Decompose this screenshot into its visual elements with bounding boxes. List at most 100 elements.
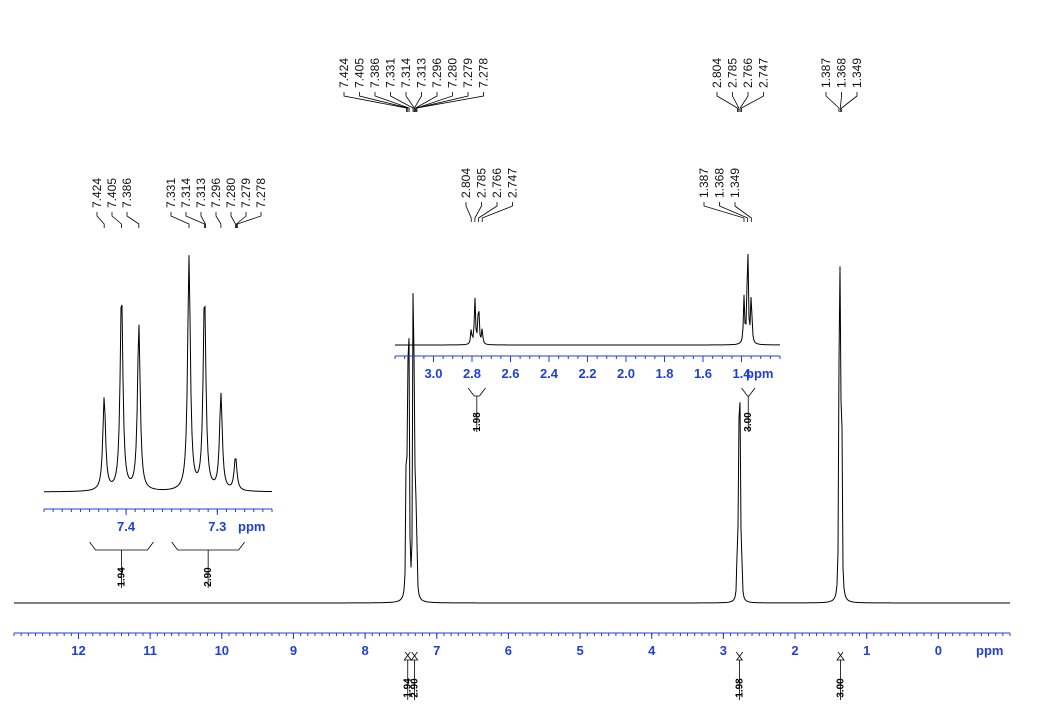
inset-aromatic-integral-bracket-1 bbox=[171, 541, 245, 588]
main-axis-unit: ppm bbox=[976, 643, 1003, 658]
main-quartet-peak-label-2: 2.766 bbox=[741, 58, 755, 88]
inset-aromatic-peak-connector-1 bbox=[111, 212, 122, 228]
main-triplet-peak-label-1: 1.368 bbox=[835, 58, 849, 88]
main-tick-label-3: 9 bbox=[290, 643, 297, 658]
main-integral-bracket-0 bbox=[403, 651, 413, 700]
main-tick-label-10: 2 bbox=[791, 643, 798, 658]
inset-aromatic-peak-label-7: 7.280 bbox=[224, 178, 238, 208]
main-tick-label-1: 11 bbox=[143, 643, 157, 658]
inset-aromatic-peak-label-5: 7.313 bbox=[194, 178, 208, 208]
inset-aromatic-peak-connector-0 bbox=[96, 212, 105, 228]
main-integral-value-0: 1.94 bbox=[403, 678, 414, 698]
main-aromatic-peak-label-8: 7.279 bbox=[461, 58, 475, 88]
inset-aliphatic-integral-bracket-0 bbox=[467, 387, 486, 432]
inset-aromatic-peak-connector-9 bbox=[236, 212, 262, 228]
main-aromatic-peak-label-0: 7.424 bbox=[337, 58, 351, 88]
inset-aliphatic-tick-label-2: 2.6 bbox=[501, 366, 519, 381]
main-quartet-peak-connector-3 bbox=[741, 92, 764, 112]
main-tick-label-11: 1 bbox=[863, 643, 870, 658]
main-aromatic-peak-connector-3 bbox=[390, 92, 414, 112]
inset-aromatic-peak-label-6: 7.296 bbox=[209, 178, 223, 208]
main-aromatic-peak-connector-2 bbox=[374, 92, 410, 112]
main-tick-label-2: 10 bbox=[215, 643, 229, 658]
inset-aromatic-peak-label-4: 7.314 bbox=[179, 178, 193, 208]
main-quartet-peak-label-3: 2.747 bbox=[757, 58, 771, 88]
inset-quartet-peak-connector-1 bbox=[474, 202, 482, 222]
aliphatic-inset-trace bbox=[395, 253, 781, 346]
main-triplet-peak-label-0: 1.387 bbox=[819, 58, 833, 88]
inset-quartet-peak-connector-2 bbox=[478, 202, 498, 222]
main-integral-bracket-3 bbox=[836, 651, 845, 700]
inset-aromatic-peak-connector-2 bbox=[126, 212, 140, 228]
inset-aliphatic-tick-label-5: 2.0 bbox=[617, 366, 635, 381]
inset-aromatic-axis-unit: ppm bbox=[238, 519, 265, 534]
main-aromatic-peak-label-5: 7.313 bbox=[415, 58, 429, 88]
aliphatic-inset-integrals: 1.98 3.00 bbox=[467, 387, 756, 432]
main-integral-bracket-1 bbox=[410, 651, 419, 700]
inset-quartet-peak-label-1: 2.785 bbox=[475, 168, 489, 198]
aromatic-inset-panel: 7.4 7.3 ppm 1.94 2.90 7.424 7.405 7.386 7.331 7… bbox=[43, 178, 273, 588]
main-triplet-peak-connector-1 bbox=[839, 92, 842, 112]
main-tick-label-7: 5 bbox=[576, 643, 583, 658]
main-aromatic-peak-connector-5 bbox=[413, 92, 422, 112]
main-spectrum-trace bbox=[14, 266, 1010, 604]
main-quartet-peak-connector-0 bbox=[716, 92, 738, 112]
inset-aromatic-peak-label-9: 7.278 bbox=[254, 178, 268, 208]
main-quartet-peak-connector-1 bbox=[732, 92, 740, 112]
main-tick-label-8: 4 bbox=[648, 643, 656, 658]
main-aromatic-peak-connector-7 bbox=[416, 92, 453, 112]
main-quartet-peak-label-0: 2.804 bbox=[710, 58, 724, 88]
inset-triplet-peak-label-2: 1.349 bbox=[728, 168, 742, 198]
main-aromatic-peak-label-6: 7.296 bbox=[430, 58, 444, 88]
inset-aromatic-integral-bracket-0 bbox=[89, 541, 154, 588]
main-spectrum-panel: 12 11 10 9 8 7 6 5 4 3 2 1 0 ppm 1.942.90 1.98 3.00 7.4… bbox=[13, 58, 1011, 700]
main-x-axis: 12 11 10 9 8 7 6 5 4 3 2 1 0 ppm bbox=[13, 632, 1011, 658]
main-tick-label-9: 3 bbox=[720, 643, 727, 658]
inset-aromatic-tick-label-1: 7.3 bbox=[208, 519, 226, 534]
main-tick-label-12: 0 bbox=[935, 643, 942, 658]
inset-aromatic-peak-label-8: 7.279 bbox=[239, 178, 253, 208]
main-tick-label-5: 7 bbox=[433, 643, 440, 658]
main-aromatic-peak-label-2: 7.386 bbox=[368, 58, 382, 88]
main-triplet-peak-connector-0 bbox=[825, 92, 840, 112]
inset-aliphatic-tick-label-7: 1.6 bbox=[694, 366, 712, 381]
inset-aromatic-peak-label-2: 7.386 bbox=[120, 178, 134, 208]
inset-aromatic-integral-value-1: 2.90 bbox=[203, 567, 214, 587]
inset-aromatic-peak-connector-7 bbox=[230, 212, 236, 228]
inset-quartet-peak-label-2: 2.766 bbox=[490, 168, 504, 198]
inset-aromatic-peak-connector-6 bbox=[215, 212, 222, 228]
main-aromatic-peak-label-1: 7.405 bbox=[353, 58, 367, 88]
inset-aromatic-peak-connector-5 bbox=[200, 212, 206, 228]
inset-aromatic-peak-label-3: 7.331 bbox=[164, 178, 178, 208]
inset-triplet-peak-label-0: 1.387 bbox=[697, 168, 711, 198]
inset-aliphatic-axis-unit: ppm bbox=[746, 366, 773, 381]
main-triplet-peak-label-2: 1.349 bbox=[850, 58, 864, 88]
inset-aromatic-tick-label-0: 7.4 bbox=[117, 519, 136, 534]
main-aromatic-peak-label-9: 7.278 bbox=[477, 58, 491, 88]
main-integral-value-1: 2.90 bbox=[410, 678, 421, 698]
inset-triplet-peak-connector-1 bbox=[719, 202, 749, 222]
inset-quartet-peak-label-0: 2.804 bbox=[459, 168, 473, 198]
main-integrals: 1.942.90 1.98 3.00 bbox=[403, 651, 847, 700]
inset-aliphatic-tick-label-3: 2.4 bbox=[540, 366, 559, 381]
main-tick-label-6: 6 bbox=[505, 643, 512, 658]
inset-quartet-peak-label-3: 2.747 bbox=[506, 168, 520, 198]
inset-aliphatic-tick-label-4: 2.2 bbox=[578, 366, 596, 381]
main-integral-value-3: 3.00 bbox=[836, 678, 847, 698]
main-integral-bracket-2 bbox=[735, 651, 744, 700]
inset-aliphatic-tick-label-8: 1.4 bbox=[732, 366, 751, 381]
main-peak-labels: 7.424 7.405 7.386 7.331 7.314 7.313 7.296 7.280… bbox=[337, 58, 864, 112]
main-aromatic-peak-connector-1 bbox=[359, 92, 409, 112]
main-aromatic-peak-connector-9 bbox=[416, 92, 484, 112]
inset-aromatic-integral-value-0: 1.94 bbox=[117, 567, 128, 587]
inset-triplet-peak-connector-0 bbox=[703, 202, 745, 222]
inset-quartet-peak-connector-3 bbox=[481, 202, 513, 222]
inset-aromatic-peak-connector-4 bbox=[185, 212, 205, 228]
main-aromatic-peak-connector-0 bbox=[343, 92, 407, 112]
inset-aliphatic-tick-label-6: 1.8 bbox=[655, 366, 673, 381]
inset-aromatic-peak-connector-8 bbox=[236, 212, 247, 228]
main-aromatic-peak-label-4: 7.314 bbox=[399, 58, 413, 88]
